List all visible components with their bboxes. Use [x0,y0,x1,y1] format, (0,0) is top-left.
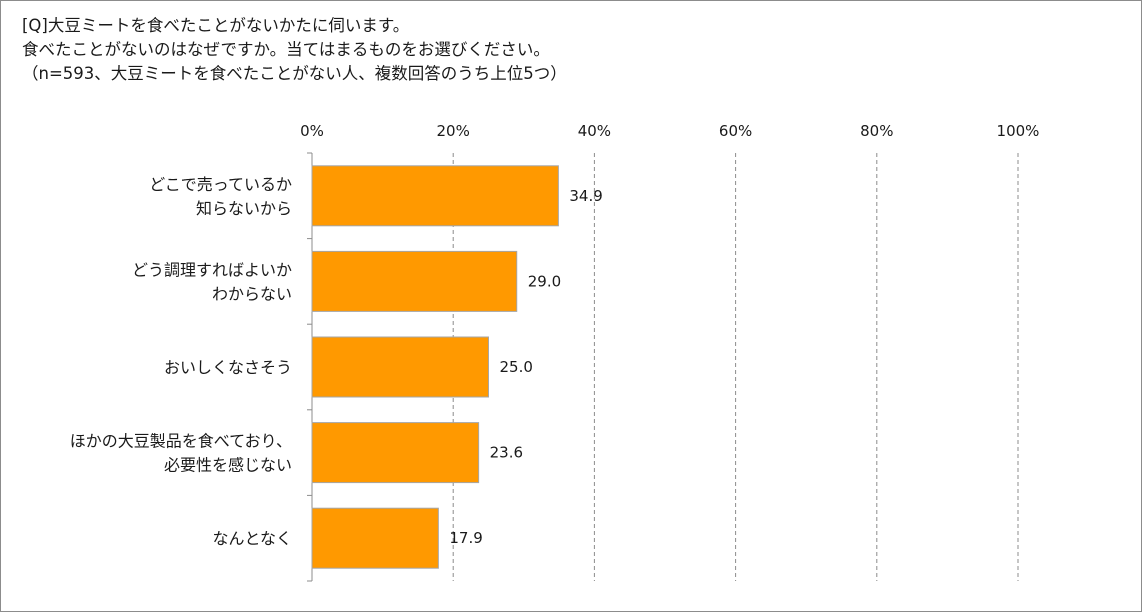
x-tick-label: 100% [997,122,1040,140]
category-label: ほかの大豆製品を食べており、 [70,432,292,451]
question-line-3: （n=593、大豆ミートを食べたことがない人、複数回答のうち上位5つ） [22,64,567,83]
value-label: 29.0 [528,272,561,290]
value-label: 17.9 [449,529,482,547]
bar [311,422,480,484]
x-tick-label: 20% [437,122,470,140]
category-label: 必要性を感じない [164,456,292,475]
x-tick-label: 0% [300,122,324,140]
bar [311,165,559,227]
bar [311,507,439,569]
value-label: 25.0 [500,358,533,376]
bar [311,250,518,312]
x-tick-label: 60% [719,122,752,140]
x-tick-label: 40% [578,122,611,140]
value-label: 23.6 [490,444,523,462]
category-label: わからない [212,284,292,303]
question-line-1: [Q]大豆ミートを食べたことがないかたに伺います。 [22,16,410,35]
bar [311,336,489,398]
category-label: なんとなく [212,529,292,548]
category-label: どこで売っているか [149,175,292,194]
question-header: [Q]大豆ミートを食べたことがないかたに伺います。 食べたことがないのはなぜです… [22,14,567,86]
x-tick-label: 80% [860,122,893,140]
category-label: おいしくなさそう [164,358,292,377]
question-line-2: 食べたことがないのはなぜですか。当てはまるものをお選びください。 [22,40,550,59]
category-label: 知らないから [196,199,292,218]
value-label: 34.9 [569,187,602,205]
category-label: どう調理すればよいか [132,260,292,279]
